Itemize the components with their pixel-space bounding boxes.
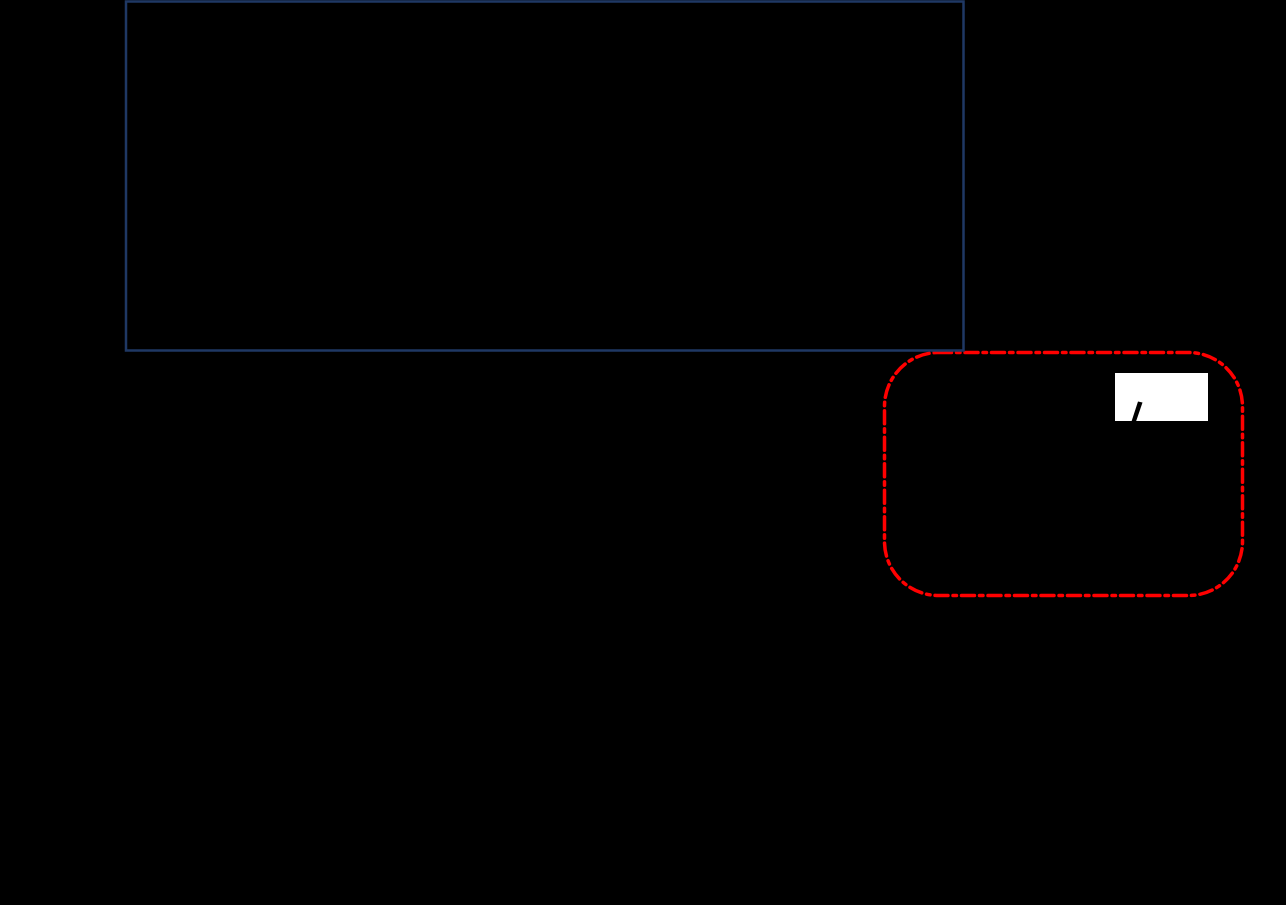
image-frame [124,0,965,352]
white-note [1115,373,1208,421]
highlight-dashdot-box [882,350,1245,598]
comma-mark-icon [1131,401,1143,423]
